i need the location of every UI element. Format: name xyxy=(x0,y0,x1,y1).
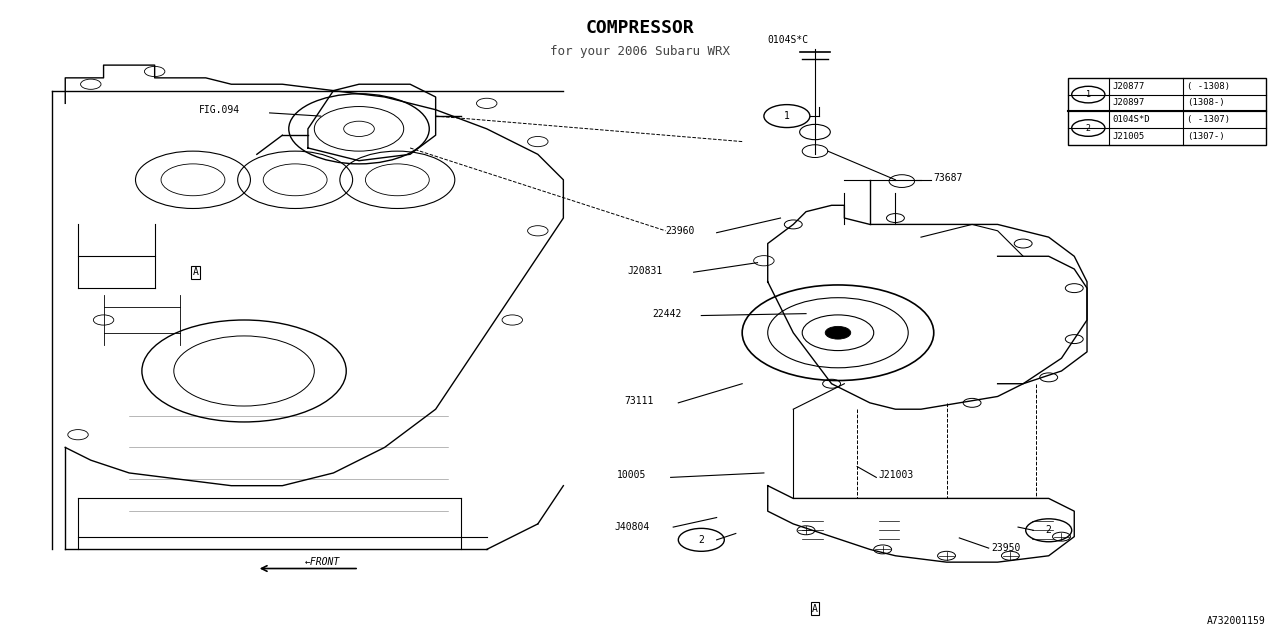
Text: A732001159: A732001159 xyxy=(1207,616,1266,626)
Text: 0104S*D: 0104S*D xyxy=(1112,115,1151,124)
Text: J20831: J20831 xyxy=(627,266,663,276)
Text: 23960: 23960 xyxy=(666,226,695,236)
Text: ( -1308): ( -1308) xyxy=(1187,82,1230,91)
Text: ←FRONT: ←FRONT xyxy=(305,557,340,567)
Text: J20897: J20897 xyxy=(1112,99,1144,108)
Text: FIG.094: FIG.094 xyxy=(200,105,241,115)
Text: J21005: J21005 xyxy=(1112,132,1144,141)
Text: J20877: J20877 xyxy=(1112,82,1144,91)
Text: 23950: 23950 xyxy=(991,543,1020,553)
Text: ( -1307): ( -1307) xyxy=(1187,115,1230,124)
Text: 73111: 73111 xyxy=(625,396,654,406)
Text: 10005: 10005 xyxy=(617,470,646,480)
Text: (1308-): (1308-) xyxy=(1187,99,1224,108)
Text: 1: 1 xyxy=(783,111,790,121)
Text: 2: 2 xyxy=(1085,124,1091,132)
Text: J21003: J21003 xyxy=(879,470,914,480)
Text: 0104S*C: 0104S*C xyxy=(768,35,809,45)
Text: for your 2006 Subaru WRX: for your 2006 Subaru WRX xyxy=(550,45,730,58)
Text: J40804: J40804 xyxy=(614,522,650,532)
Text: COMPRESSOR: COMPRESSOR xyxy=(586,19,694,37)
Text: 73687: 73687 xyxy=(934,173,963,183)
Text: A: A xyxy=(192,268,198,277)
Circle shape xyxy=(826,326,851,339)
Text: 22442: 22442 xyxy=(653,310,682,319)
Text: (1307-): (1307-) xyxy=(1187,132,1224,141)
Text: 2: 2 xyxy=(699,535,704,545)
Text: 2: 2 xyxy=(1046,525,1052,535)
Text: A: A xyxy=(812,604,818,614)
Text: 1: 1 xyxy=(1085,90,1091,99)
Bar xyxy=(1068,78,1266,145)
